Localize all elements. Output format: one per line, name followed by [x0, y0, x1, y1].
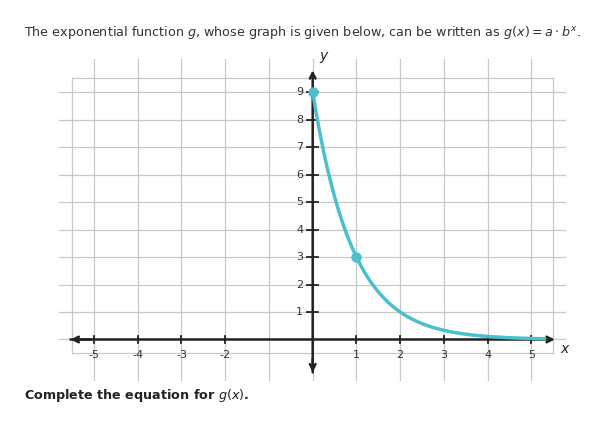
Text: -4: -4 — [132, 350, 143, 360]
Text: -2: -2 — [219, 350, 231, 360]
Text: $y$: $y$ — [319, 50, 330, 65]
Text: 6: 6 — [296, 170, 303, 180]
Text: -5: -5 — [88, 350, 100, 360]
Text: $x$: $x$ — [560, 342, 571, 356]
Text: 3: 3 — [296, 252, 303, 262]
Text: 8: 8 — [296, 115, 303, 125]
Text: 5: 5 — [296, 197, 303, 207]
Text: 4: 4 — [296, 225, 303, 235]
Text: Complete the equation for $g(x)$.: Complete the equation for $g(x)$. — [24, 387, 249, 404]
Text: 2: 2 — [396, 350, 404, 360]
Text: 3: 3 — [440, 350, 447, 360]
Text: 9: 9 — [296, 87, 303, 97]
Text: The exponential function $g$, whose graph is given below, can be written as $g(x: The exponential function $g$, whose grap… — [24, 25, 581, 41]
Text: 2: 2 — [296, 280, 303, 289]
Text: 1: 1 — [353, 350, 360, 360]
Text: 4: 4 — [484, 350, 491, 360]
Text: 1: 1 — [296, 307, 303, 317]
Text: -3: -3 — [176, 350, 187, 360]
Text: 5: 5 — [528, 350, 535, 360]
Text: 7: 7 — [296, 142, 303, 152]
